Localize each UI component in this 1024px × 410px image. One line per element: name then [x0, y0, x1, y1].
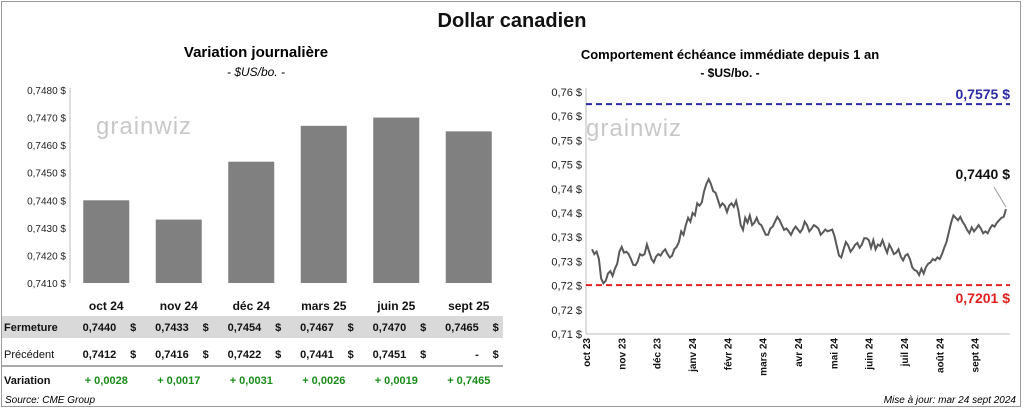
- table-cell-unit: $: [130, 322, 136, 334]
- right-watermark: grainwiz: [586, 115, 682, 142]
- right-x-tick-label: sept 24: [971, 338, 982, 373]
- left-watermark: grainwiz: [96, 113, 192, 140]
- table-cell: 0,7433: [155, 322, 189, 334]
- table-cell: 0,7440: [83, 322, 117, 334]
- right-x-tick-label: févr 24: [723, 338, 734, 371]
- left-y-tick-label: 0,7480 $: [27, 86, 66, 97]
- table-cell: 0,7422: [228, 349, 262, 361]
- table-cell-unit: $: [275, 322, 281, 334]
- table-cell-unit: $: [275, 349, 281, 361]
- right-x-tick-label: nov 23: [617, 338, 628, 370]
- left-chart-subtitle: - $US/bo. -: [226, 65, 286, 79]
- left-y-tick-label: 0,7410 $: [27, 279, 66, 290]
- table-cell: 0,7441: [300, 349, 334, 361]
- high-label: 0,7575 $: [956, 86, 1011, 102]
- bar: [373, 117, 420, 283]
- left-y-tick-label: 0,7430 $: [27, 224, 66, 235]
- right-x-tick-label: mai 24: [829, 338, 840, 370]
- source-note: Source: CME Group: [5, 395, 96, 406]
- bar: [445, 131, 492, 283]
- low-label: 0,7201 $: [956, 290, 1011, 306]
- right-chart-subtitle: - $US/bo. -: [700, 66, 760, 80]
- left-y-tick-label: 0,7470 $: [27, 114, 66, 125]
- right-y-tick-label: 0,72 $: [551, 281, 582, 293]
- table-cell: 0,7454: [228, 322, 263, 334]
- right-x-tick-label: juil 24: [900, 338, 911, 368]
- table-cell: 0,7412: [83, 349, 117, 361]
- table-row-label: Fermeture: [4, 322, 58, 334]
- table-cell-unit: $: [203, 322, 209, 334]
- right-x-tick-label: déc 23: [653, 338, 664, 370]
- left-x-tick-label: oct 24: [89, 299, 124, 313]
- right-y-tick-label: 0,73 $: [551, 256, 582, 268]
- table-cell: 0,7470: [373, 322, 407, 334]
- right-y-tick-label: 0,74 $: [551, 208, 582, 220]
- right-y-tick-label: 0,72 $: [551, 305, 582, 317]
- left-x-tick-label: déc 24: [233, 299, 271, 313]
- table-row-label: Variation: [4, 375, 51, 387]
- right-y-tick-label: 0,73 $: [551, 232, 582, 244]
- table-cell-unit: $: [348, 322, 354, 334]
- page-title: Dollar canadien: [437, 10, 587, 32]
- left-x-tick-label: juin 25: [376, 299, 415, 313]
- left-x-tick-label: nov 24: [160, 299, 198, 313]
- left-x-tick-label: sept 25: [448, 299, 490, 313]
- right-y-tick-label: 0,75 $: [551, 160, 582, 172]
- bar: [155, 219, 202, 283]
- left-y-tick-label: 0,7440 $: [27, 196, 66, 207]
- table-cell-unit: $: [420, 349, 426, 361]
- right-y-tick-label: 0,76 $: [551, 87, 582, 99]
- right-x-tick-label: oct 23: [582, 338, 593, 367]
- table-cell: + 0,0017: [157, 375, 200, 387]
- table-cell: + 0,7465: [447, 375, 490, 387]
- right-y-tick-label: 0,75 $: [551, 135, 582, 147]
- table-cell-unit: $: [493, 322, 499, 334]
- right-x-tick-label: août 24: [935, 338, 946, 373]
- table-cell: -: [475, 349, 479, 361]
- table-cell-unit: $: [130, 349, 136, 361]
- left-y-tick-label: 0,7450 $: [27, 169, 66, 180]
- table-cell: + 0,0019: [375, 375, 418, 387]
- table-cell: 0,7416: [155, 349, 189, 361]
- right-x-tick-label: avr 24: [794, 338, 805, 367]
- left-chart-title: Variation journalière: [183, 44, 329, 61]
- left-y-tick-label: 0,7420 $: [27, 251, 66, 262]
- right-y-tick-label: 0,71 $: [551, 329, 582, 341]
- right-y-tick-label: 0,76 $: [551, 111, 582, 123]
- right-x-tick-label: juin 24: [865, 338, 876, 371]
- right-x-tick-label: janv 24: [688, 338, 699, 373]
- last-value-leader: [993, 186, 1007, 208]
- right-chart-title: Comportement échéance immédiate depuis 1…: [580, 47, 880, 62]
- left-x-tick-label: mars 25: [301, 299, 347, 313]
- table-cell-unit: $: [203, 349, 209, 361]
- last-value-label: 0,7440 $: [956, 166, 1011, 182]
- table-cell-unit: $: [493, 349, 499, 361]
- table-cell: 0,7451: [373, 349, 407, 361]
- table-cell-unit: $: [348, 349, 354, 361]
- right-y-tick-label: 0,74 $: [551, 184, 582, 196]
- table-cell: 0,7465: [445, 322, 479, 334]
- bar: [83, 200, 130, 283]
- bar: [228, 161, 275, 283]
- table-cell: + 0,0026: [302, 375, 345, 387]
- table-band: [2, 316, 503, 338]
- bar: [300, 125, 347, 283]
- price-series-line: [591, 176, 1007, 285]
- table-cell: + 0,0028: [85, 375, 128, 387]
- table-cell: 0,7467: [300, 322, 334, 334]
- left-y-tick-label: 0,7460 $: [27, 141, 66, 152]
- table-cell-unit: $: [420, 322, 426, 334]
- table-cell: + 0,0031: [230, 375, 273, 387]
- right-x-tick-label: mars 24: [759, 338, 770, 376]
- table-row-label: Précédent: [4, 349, 54, 361]
- update-note: Mise à jour: mar 24 sept 2024: [883, 395, 1016, 406]
